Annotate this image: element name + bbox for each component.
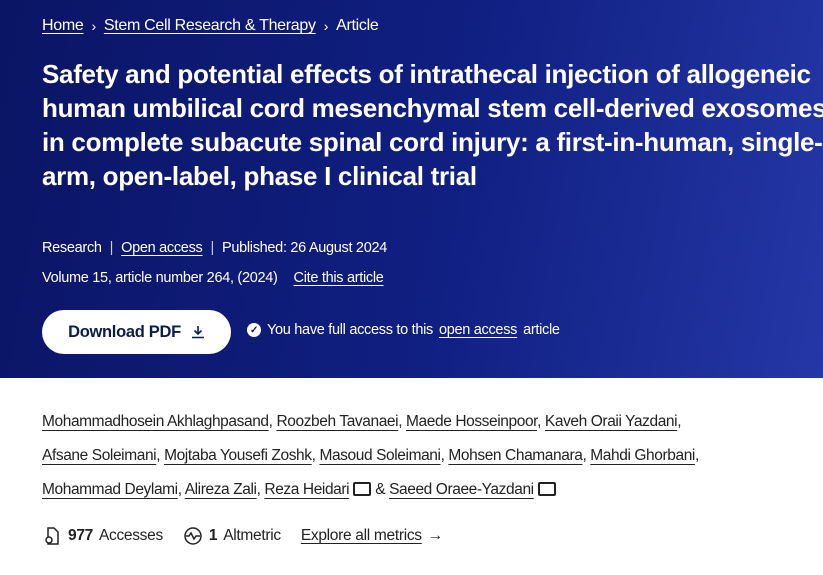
volume-info: Volume 15, article number 264, (2024) <box>42 270 278 286</box>
accesses-label: Accesses <box>98 527 163 544</box>
divider: | <box>109 240 114 256</box>
email-icon[interactable] <box>537 482 556 496</box>
access-note: ✓ You have full access to this open acce… <box>247 322 560 338</box>
author-link[interactable]: Masoud Soleimani <box>319 447 441 464</box>
breadcrumb-home[interactable]: Home <box>42 17 84 34</box>
download-icon <box>191 326 204 339</box>
altmetric-label: Altmetric <box>223 527 281 544</box>
article-volume: Volume 15, article number 264, (2024) Ci… <box>42 270 384 286</box>
article-metrics: 977 Accesses 1 Altmetric Explore all met… <box>42 526 443 546</box>
breadcrumb-journal[interactable]: Stem Cell Research & Therapy <box>103 17 316 34</box>
altmetric-icon <box>184 527 202 545</box>
author-link[interactable]: Mohammadhosein Akhlaghpasand <box>42 413 269 430</box>
published-date: Published: 26 August 2024 <box>221 240 387 256</box>
author-link[interactable]: Mahdi Ghorbani <box>590 447 695 464</box>
author-list: Mohammadhosein Akhlaghpasand, Roozbeh Ta… <box>42 413 699 498</box>
cite-link[interactable]: Cite this article <box>293 270 384 286</box>
author-link[interactable]: Reza Heidari <box>264 481 350 498</box>
article-type: Research <box>42 240 102 256</box>
author-link[interactable]: Saeed Oraee-Yazdani <box>389 481 534 498</box>
check-circle-icon: ✓ <box>247 323 261 337</box>
open-access-link[interactable]: Open access <box>121 240 203 256</box>
breadcrumb: Home › Stem Cell Research & Therapy › Ar… <box>42 17 379 35</box>
chevron-right-icon: › <box>91 18 96 34</box>
open-access-note-link[interactable]: open access <box>438 322 518 338</box>
email-icon[interactable] <box>353 482 372 496</box>
author-link[interactable]: Mohsen Chamanara <box>448 447 583 464</box>
author-link[interactable]: Alireza Zali <box>184 481 257 498</box>
explore-metrics-link[interactable]: Explore all metrics <box>300 527 422 544</box>
ampersand: & <box>375 481 386 498</box>
author-link[interactable]: Roozbeh Tavanaei <box>276 413 399 430</box>
article-meta: Research | Open access | Published: 26 Aug… <box>42 240 387 256</box>
author-link[interactable]: Kaveh Oraii Yazdani <box>544 413 678 430</box>
accesses-icon <box>45 527 59 545</box>
chevron-right-icon: › <box>323 18 329 34</box>
download-pdf-button[interactable]: Download PDF <box>42 310 231 354</box>
accesses-count: 977 <box>68 527 93 544</box>
arrow-right-icon: → <box>427 527 444 544</box>
author-link[interactable]: Mohammad Deylami <box>42 481 178 498</box>
author-link[interactable]: Mojtaba Yousefi Zoshk <box>164 447 312 464</box>
access-text: You have full access to this <box>267 322 433 338</box>
breadcrumb-current: Article <box>336 17 379 34</box>
download-label: Download PDF <box>68 322 181 341</box>
divider: | <box>210 240 214 256</box>
author-link[interactable]: Afsane Soleimani <box>42 447 157 464</box>
author-link[interactable]: Maede Hosseinpoor <box>406 413 538 430</box>
access-text-suffix: article <box>523 322 560 338</box>
page-title: Safety and potential effects of intrathe… <box>42 59 823 191</box>
article-header: Home › Stem Cell Research & Therapy › Ar… <box>0 0 823 378</box>
altmetric-count: 1 <box>208 527 218 544</box>
